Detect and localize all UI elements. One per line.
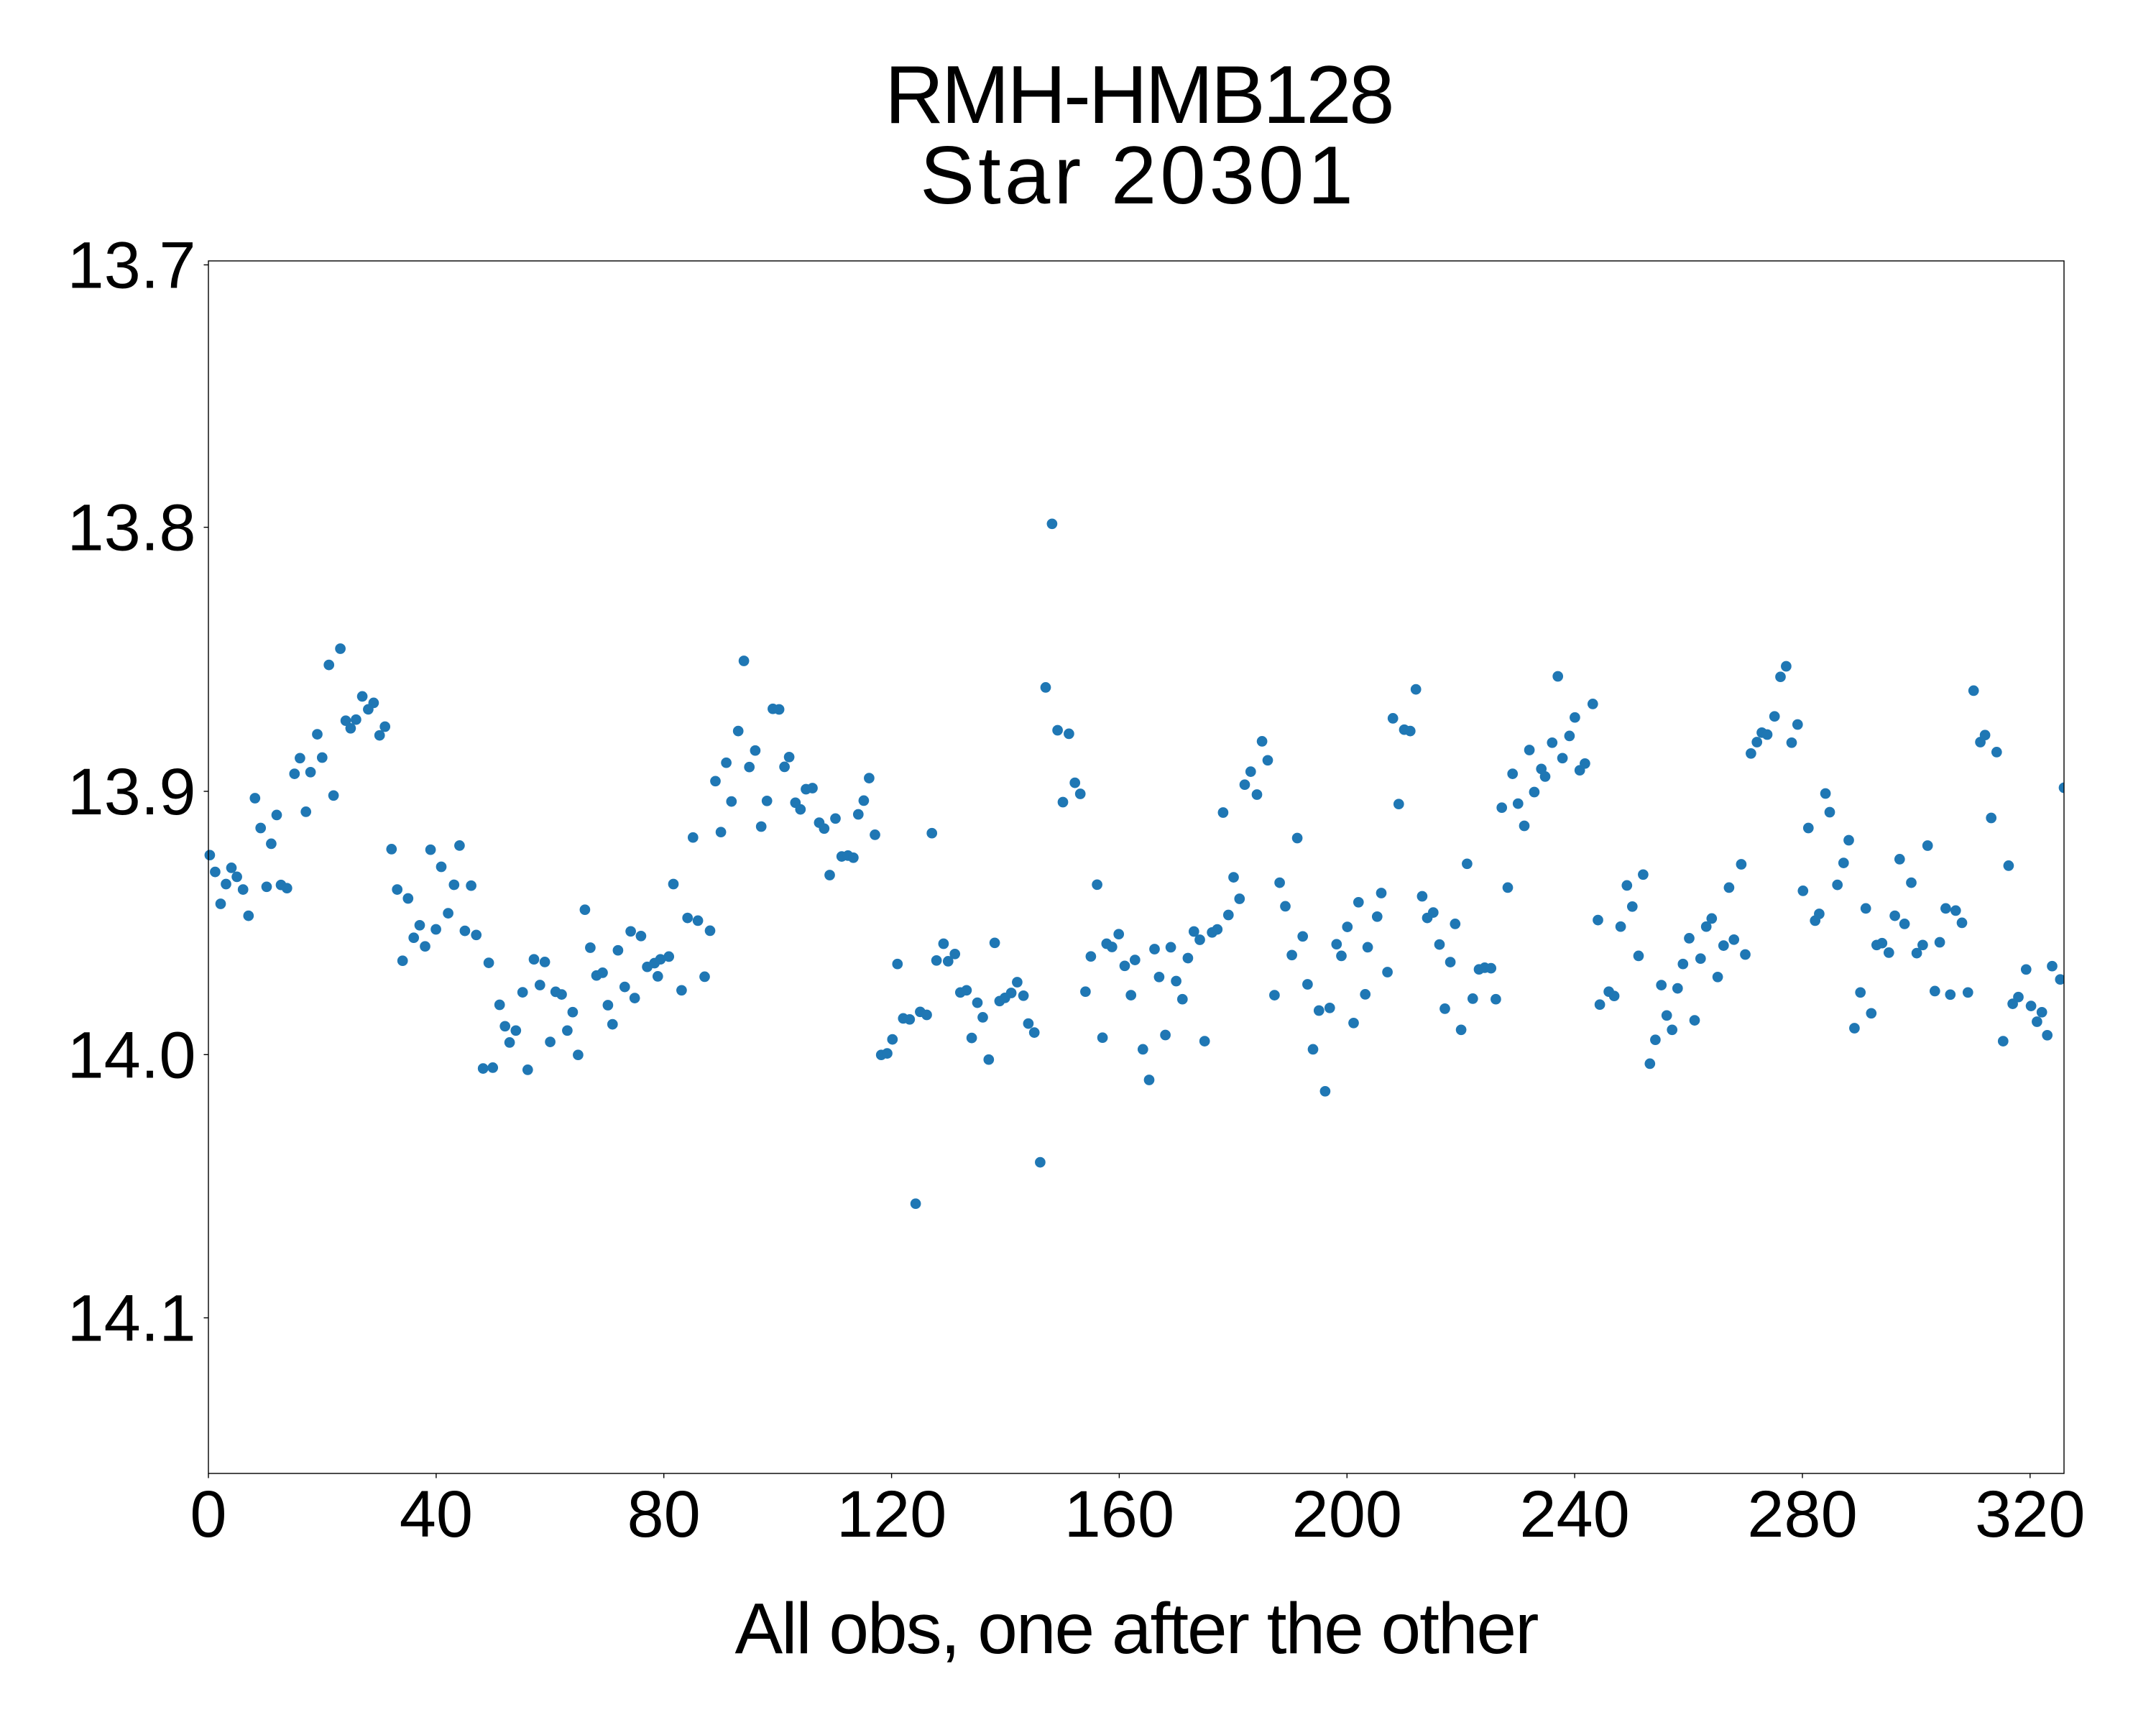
svg-text:RMH-HMB128: RMH-HMB128 [885,50,1392,141]
svg-text:80: 80 [627,1478,701,1551]
svg-text:0: 0 [190,1478,226,1551]
svg-text:14.0: 14.0 [67,1018,195,1092]
svg-text:200: 200 [1292,1478,1403,1551]
svg-text:13.8: 13.8 [67,492,195,565]
svg-text:320: 320 [1975,1478,2086,1551]
svg-text:Star 20301: Star 20301 [920,130,1357,221]
svg-text:120: 120 [837,1478,947,1551]
svg-text:40: 40 [400,1478,473,1551]
svg-text:240: 240 [1519,1478,1630,1551]
svg-text:All obs, one after the other: All obs, one after the other [735,1588,1539,1669]
svg-text:13.7: 13.7 [67,229,195,303]
svg-text:13.9: 13.9 [67,755,195,829]
svg-text:160: 160 [1064,1478,1175,1551]
svg-text:14.1: 14.1 [67,1282,195,1356]
svg-text:280: 280 [1747,1478,1858,1551]
